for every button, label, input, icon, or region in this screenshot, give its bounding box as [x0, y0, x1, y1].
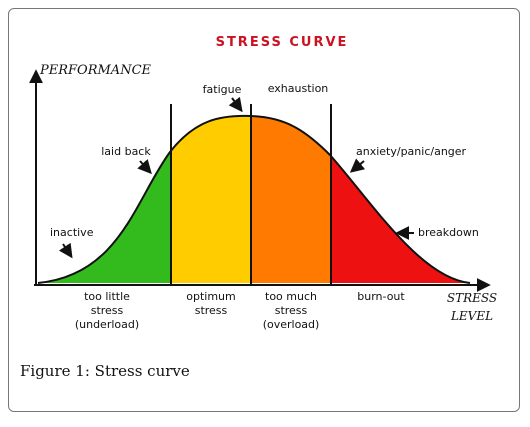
arrow-laid-back — [137, 159, 152, 175]
zone-label-too-little-1: too little — [84, 290, 130, 303]
zone-too-little — [38, 115, 171, 283]
caption-text: Stress curve — [94, 362, 190, 380]
zone-label-burn-out: burn-out — [357, 290, 405, 303]
annotation-inactive: inactive — [50, 226, 94, 239]
annotation-exhaustion: exhaustion — [268, 82, 329, 95]
x-axis-label-line1: STRESS — [447, 291, 497, 305]
zone-label-too-little-2: stress — [91, 304, 124, 317]
zone-label-optimum-2: stress — [195, 304, 228, 317]
x-axis-label-line2: LEVEL — [450, 309, 493, 323]
annotation-anxiety: anxiety/panic/anger — [356, 145, 467, 158]
zone-label-too-much-1: too much — [265, 290, 317, 303]
zone-label-too-much-3: (overload) — [263, 318, 320, 331]
y-axis-label: PERFORMANCE — [39, 63, 152, 78]
zone-burn-out — [331, 115, 470, 283]
annotation-laid-back: laid back — [101, 145, 151, 158]
zone-label-too-little-3: (underload) — [75, 318, 139, 331]
caption-label: Figure 1: — [20, 362, 90, 380]
figure-frame — [8, 8, 520, 412]
arrow-anxiety — [349, 158, 366, 173]
annotation-fatigue: fatigue — [203, 83, 242, 96]
zone-label-optimum-1: optimum — [186, 290, 235, 303]
arrow-fatigue — [228, 96, 243, 113]
annotation-breakdown: breakdown — [418, 226, 479, 239]
figure-caption: Figure 1: Stress curve — [20, 362, 190, 380]
arrow-inactive — [58, 242, 73, 259]
zone-label-too-much-2: stress — [275, 304, 308, 317]
zone-optimum — [171, 115, 251, 283]
diagram-title: STRESS CURVE — [216, 35, 349, 50]
zone-too-much — [251, 115, 331, 283]
